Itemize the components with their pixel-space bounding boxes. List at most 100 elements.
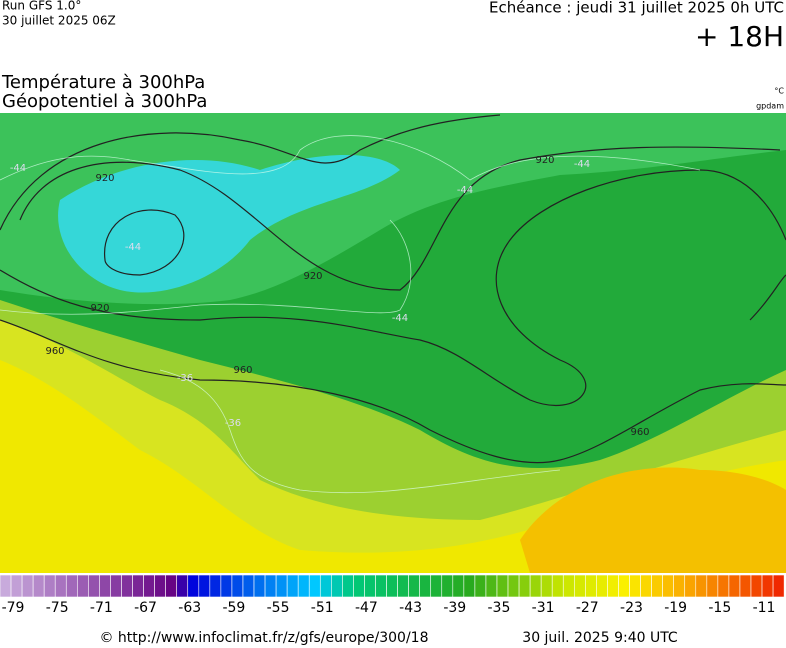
colorbar-cell <box>430 574 443 598</box>
colorbar-cell <box>540 574 553 598</box>
colorbar-cell <box>662 574 674 598</box>
geopotential-label: 920 <box>90 303 109 314</box>
colorbar-cell <box>264 574 277 598</box>
geopotential-label: 960 <box>233 365 252 376</box>
colorbar-cell <box>551 574 564 598</box>
contour <box>0 114 501 231</box>
colorbar-cell <box>231 574 244 598</box>
geopotential-label: 920 <box>303 271 322 282</box>
colorbar-cell <box>187 574 200 598</box>
colorbar-cell <box>695 574 708 598</box>
colorbar-cell <box>176 574 189 598</box>
colorbar-cell <box>673 574 686 598</box>
colorbar-cell <box>573 574 586 598</box>
contour <box>159 369 561 494</box>
contour <box>19 146 781 291</box>
colorbar-cell <box>386 574 398 598</box>
colorbar-label: -23 <box>620 600 643 616</box>
colorbar-cell <box>607 574 619 598</box>
colorbar-cell <box>419 574 432 598</box>
colorbar-cell <box>706 574 719 598</box>
colorbar-label: -47 <box>355 600 378 616</box>
run: Run GFS 1.0° <box>2 0 81 13</box>
colorbar-cell <box>198 574 211 598</box>
colorbar-cell <box>21 574 34 598</box>
temperature-label: -44 <box>392 313 408 324</box>
valid-time: Echéance : jeudi 31 juillet 2025 0h UTC <box>489 0 784 17</box>
colorbar-cell <box>684 574 697 598</box>
title-temperature: Température à 300hPa <box>1 72 205 93</box>
colorbar-cell <box>529 574 542 598</box>
colorbar-label: -19 <box>664 600 687 616</box>
temperature-label: -36 <box>177 373 193 384</box>
colorbar-cell <box>364 574 376 598</box>
colorbar-cell <box>121 574 133 598</box>
colorbar-label: -51 <box>311 600 334 616</box>
colorbar-cell <box>518 574 531 598</box>
colorbar-label: -35 <box>488 600 511 616</box>
contour <box>749 274 786 321</box>
colorbar-cell <box>397 574 409 598</box>
colorbar-cell <box>99 574 111 598</box>
colorbar-cell <box>761 574 774 598</box>
colorbar-cell <box>165 574 178 598</box>
colorbar-cell <box>54 574 67 598</box>
colorbar-cell <box>629 574 641 598</box>
colorbar-cell <box>585 574 597 598</box>
footer-timestamp: 30 juil. 2025 9:40 UTC <box>522 630 678 646</box>
colorbar-cell <box>342 574 354 598</box>
colorbar-cell <box>154 574 166 598</box>
colorbar-label: -75 <box>46 600 69 616</box>
geo-unit: gpdam <box>756 102 784 111</box>
colorbar-label: -79 <box>2 600 25 616</box>
geopotential-contours <box>0 114 786 464</box>
colorbar-label: -71 <box>90 600 113 616</box>
contour <box>0 319 786 464</box>
colorbar-label: -15 <box>708 600 731 616</box>
colorbar-label: -27 <box>576 600 599 616</box>
colorbar-cell <box>143 574 155 598</box>
colorbar-cell <box>308 574 321 598</box>
colorbar-cell <box>562 574 575 598</box>
colorbar-cell <box>717 574 730 598</box>
colorbar-cell <box>43 574 56 598</box>
colorbar-cell <box>10 574 23 598</box>
colorbar-cell <box>375 574 387 598</box>
geopotential-label: 960 <box>45 346 64 357</box>
temperature-label: -44 <box>125 242 141 253</box>
colorbar-cell <box>640 574 652 598</box>
colorbar-label: -55 <box>267 600 290 616</box>
colorbar-cell <box>750 574 763 598</box>
colorbar-label: -31 <box>532 600 555 616</box>
colorbar: -79 -75 -71 -67 -63 -59 -55 -51 -47 -43 -39 -35 -31 -… <box>0 574 785 616</box>
colorbar-cell <box>88 574 100 598</box>
map <box>0 113 786 573</box>
title-geopotential: Géopotentiel à 300hPa <box>2 91 207 112</box>
colorbar-label: -67 <box>134 600 157 616</box>
colorbar-label: -43 <box>399 600 422 616</box>
colorbar-cell <box>728 574 741 598</box>
colorbar-cell <box>507 574 520 598</box>
colorbar-cell <box>353 574 365 598</box>
colorbar-cell <box>596 574 608 598</box>
colorbar-cell <box>110 574 122 598</box>
contour <box>0 219 412 315</box>
colorbar-cell <box>739 574 752 598</box>
run-date: 30 juillet 2025 06Z <box>2 14 116 28</box>
geopotential-label: 920 <box>535 155 554 166</box>
contour <box>0 135 701 181</box>
map-labels: 920 920 920 920 960 960 960 -44 -44 -44 -44 -44 -36 -… <box>10 155 650 438</box>
colorbar-label: -63 <box>178 600 201 616</box>
colorbar-cell <box>618 574 630 598</box>
colorbar-cell <box>441 574 454 598</box>
temperature-label: -44 <box>574 159 590 170</box>
temp-unit: °C <box>774 87 784 96</box>
colorbar-cell <box>0 574 12 598</box>
region-orange <box>520 467 786 573</box>
colorbar-cell <box>452 574 465 598</box>
contour <box>104 209 185 276</box>
colorbar-label: -39 <box>443 600 466 616</box>
geopotential-label: 960 <box>630 427 649 438</box>
colorbar-cell <box>331 574 343 598</box>
temperature-contours <box>0 135 701 494</box>
